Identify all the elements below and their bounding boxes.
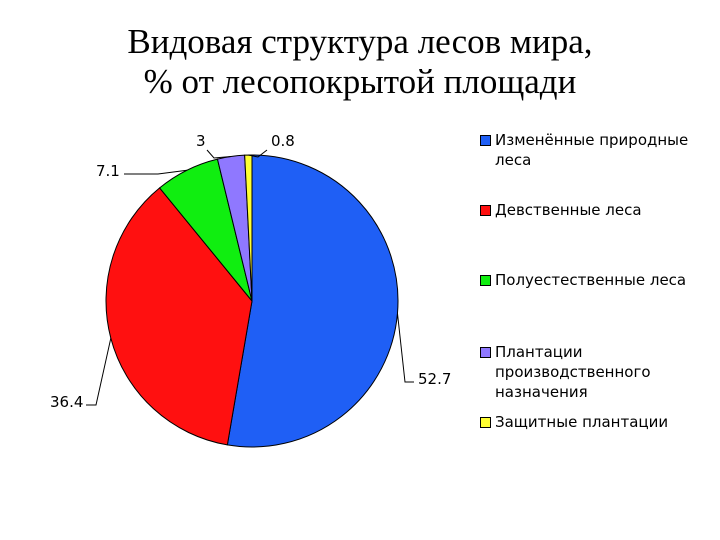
data-label-3: 7.1 bbox=[96, 162, 120, 180]
data-label-2: 36.4 bbox=[50, 393, 83, 411]
legend-item-3: Полуестественные леса bbox=[480, 270, 700, 290]
legend-swatch bbox=[480, 347, 491, 358]
legend-swatch bbox=[480, 275, 491, 286]
chart-title-line-2: % от лесопокрытой площади bbox=[143, 62, 577, 101]
leader-line-5 bbox=[248, 149, 268, 158]
chart-title: Видовая структура лесов мира, % от лесоп… bbox=[0, 22, 720, 102]
pie-slice-1 bbox=[226, 154, 399, 448]
pie-slice-5 bbox=[244, 154, 253, 302]
legend-swatch bbox=[480, 417, 491, 428]
legend-label: Защитные плантации bbox=[495, 413, 669, 431]
legend-label: Изменённые природные леса bbox=[495, 131, 689, 169]
leader-line-4 bbox=[206, 149, 232, 159]
legend-label: Полуестественные леса bbox=[495, 271, 687, 289]
leader-line-3 bbox=[124, 169, 188, 175]
legend-label: Плантации производственного назначения bbox=[495, 343, 651, 401]
data-label-4: 3 bbox=[196, 132, 206, 150]
leader-line-2 bbox=[86, 338, 112, 406]
legend-item-5: Защитные плантации bbox=[480, 412, 700, 432]
data-label-5: 0.8 bbox=[271, 132, 295, 150]
legend-item-2: Девственные леса bbox=[480, 200, 700, 220]
legend-swatch bbox=[480, 205, 491, 216]
legend-item-1: Изменённые природные леса bbox=[480, 130, 700, 170]
legend-label: Девственные леса bbox=[495, 201, 642, 219]
chart-title-line-1: Видовая структура лесов мира, bbox=[127, 22, 593, 61]
leader-line-1 bbox=[396, 313, 414, 383]
legend-swatch bbox=[480, 135, 491, 146]
legend-item-4: Плантации производственного назначения bbox=[480, 342, 700, 402]
pie-slice-2 bbox=[105, 187, 253, 446]
data-label-1: 52.7 bbox=[418, 370, 451, 388]
